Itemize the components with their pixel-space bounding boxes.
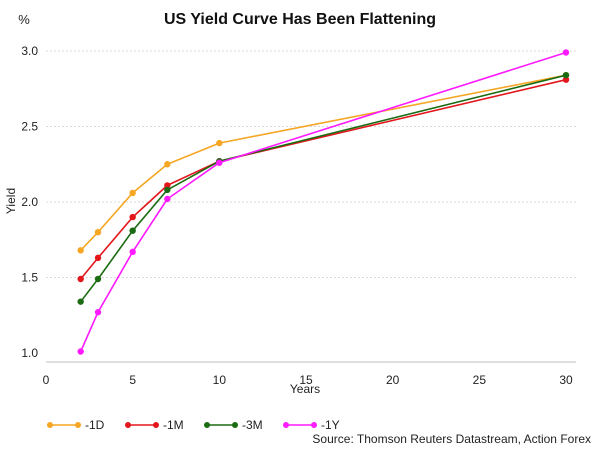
data-point [216,159,223,166]
data-point [164,182,171,189]
series-lines [77,49,570,355]
legend-label: -3M [242,418,263,432]
y-unit-label: % [18,12,30,27]
data-point [129,213,136,221]
x-tick-label: 30 [559,373,573,387]
chart-title: US Yield Curve Has Been Flattening [164,11,436,28]
series-line [80,74,567,251]
data-point [164,161,171,168]
series-line [80,78,567,280]
y-tick-label: 1.0 [21,346,38,360]
series-line [79,51,567,352]
legend-marker [47,422,53,428]
y-axis-label: Yield [4,188,18,214]
legend-marker [311,422,317,428]
x-axis-label: Years [290,382,320,396]
x-tick-label: 10 [213,373,227,387]
data-point [94,275,102,283]
legend: -1D -1M -3M -1Y [47,418,340,432]
legend-label: -1Y [321,418,340,432]
data-point [77,298,84,305]
legend-label: -1D [85,418,105,432]
data-point [77,348,84,355]
legend-item: -1Y [283,418,340,432]
series-1d [77,71,570,254]
data-point [562,71,570,79]
grid-lines [46,50,576,278]
x-tick-label: 0 [43,373,50,387]
x-tick-label: 20 [386,373,400,387]
source-note: Source: Thomson Reuters Datastream, Acti… [312,432,591,446]
axes: 1.0 1.5 2.0 2.5 3.0 0 5 10 15 20 25 30 [21,44,576,387]
data-point [216,139,223,147]
data-point [164,195,171,203]
series-1m [77,76,570,283]
data-point [129,189,136,197]
data-point [164,186,171,194]
x-tick-label: 5 [129,373,136,387]
legend-marker [125,422,131,428]
legend-marker [204,422,210,428]
legend-item: -1D [47,418,105,432]
legend-marker [283,422,289,428]
series-line [80,74,567,303]
y-tick-label: 1.5 [21,271,38,285]
x-tick-label: 25 [473,373,487,387]
series-1y [77,49,570,355]
data-point [562,76,570,83]
legend-marker [75,422,81,428]
data-point [562,49,570,56]
y-tick-label: 3.0 [21,44,38,58]
legend-item: -3M [204,418,263,432]
data-point [94,229,102,236]
data-point [129,227,136,234]
y-tick-label: 2.0 [21,195,38,209]
legend-item: -1M [125,418,184,432]
legend-marker [232,422,238,428]
x-tick-label: 15 [299,373,313,387]
data-point [129,248,136,256]
data-point [77,275,84,283]
legend-marker [153,422,159,428]
data-point [77,247,84,254]
series-3m [77,71,570,305]
data-point [94,254,102,262]
y-tick-label: 2.5 [21,120,38,134]
data-point [94,309,102,316]
legend-label: -1M [163,418,184,432]
